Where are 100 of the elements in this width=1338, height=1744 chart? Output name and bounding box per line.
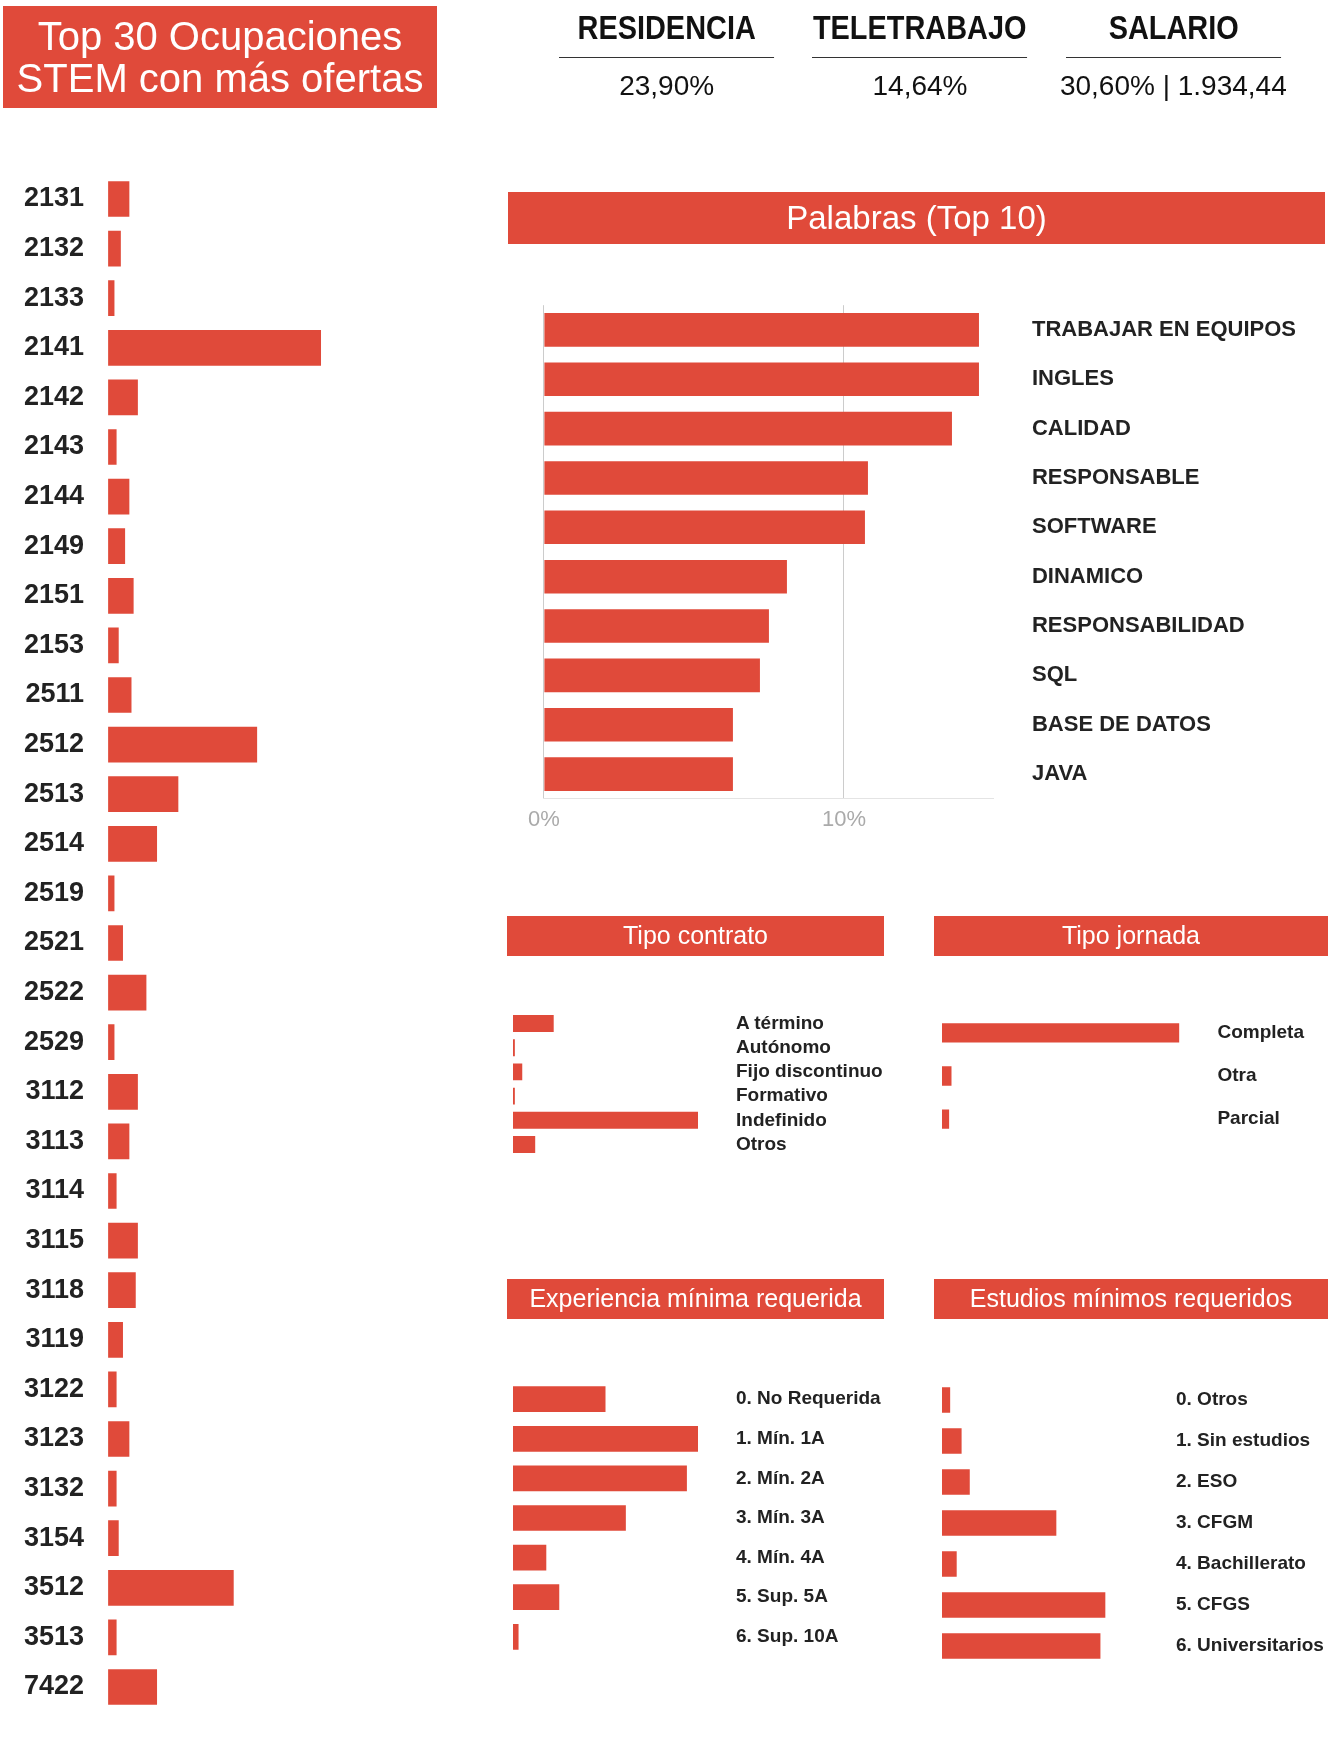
bar: [108, 478, 130, 515]
y-tick-label: SOFTWARE: [1031, 513, 1157, 539]
y-tick-label: 0. Otros: [1176, 1388, 1248, 1410]
bar: [108, 1123, 130, 1160]
bar: [544, 757, 733, 791]
bar: [108, 329, 322, 366]
bar: [942, 1592, 1106, 1618]
bar: [108, 577, 134, 614]
y-tick-label: 3. Mín. 3A: [736, 1506, 825, 1528]
y-tick-label: 2144: [23, 480, 85, 511]
chart-title: Tipo jornada: [934, 916, 1328, 956]
bar: [513, 1111, 698, 1129]
y-tick-label: 4. Bachillerato: [1176, 1552, 1306, 1574]
bar: [942, 1633, 1101, 1659]
y-tick-label: 3513: [23, 1620, 85, 1651]
y-tick-label: 2521: [23, 926, 85, 957]
y-tick-label: 7422: [23, 1670, 85, 1701]
y-tick-label: 2522: [23, 976, 85, 1007]
bar: [513, 1063, 523, 1081]
text: 23,90%: [618, 69, 716, 103]
y-tick-label: 3113: [25, 1124, 85, 1155]
bar: [108, 1222, 138, 1259]
bar: [108, 1470, 117, 1507]
bar: [513, 1544, 547, 1571]
y-tick-label: 3119: [25, 1323, 85, 1354]
bar: [544, 658, 760, 693]
y-tick-label: 2141: [23, 331, 85, 362]
y-tick-label: 2514: [23, 827, 85, 858]
bar: [108, 776, 179, 813]
y-tick-label: 2. ESO: [1176, 1470, 1238, 1492]
bar: [108, 379, 138, 416]
y-tick-label: 3512: [23, 1571, 85, 1602]
y-tick-label: 2529: [23, 1025, 85, 1056]
y-tick-label: 6. Sup. 10A: [736, 1625, 839, 1647]
bar: [513, 1505, 626, 1531]
x-tick-label: 0%: [528, 806, 560, 832]
bar: [108, 230, 121, 267]
y-tick-label: INGLES: [1031, 365, 1114, 391]
y-tick-label: 3154: [23, 1521, 85, 1552]
y-tick-label: 2512: [23, 728, 85, 759]
x-tick-label: 10%: [821, 806, 866, 832]
y-tick-label: 2151: [23, 579, 85, 610]
bar: [108, 429, 117, 465]
y-tick-label: 6. Universitarios: [1176, 1634, 1324, 1656]
bar: [942, 1387, 951, 1413]
y-tick-label: 3112: [25, 1075, 85, 1106]
bar: [942, 1469, 970, 1495]
text: 14,64%: [871, 69, 969, 103]
y-tick-label: 2. Mín. 2A: [736, 1466, 825, 1488]
y-tick-label: RESPONSABLE: [1031, 464, 1200, 490]
bar: [544, 313, 979, 347]
bar: [513, 1465, 687, 1492]
bar: [544, 461, 868, 495]
y-tick-label: Parcial: [1217, 1107, 1280, 1129]
text: RESIDENCIA: [559, 8, 775, 58]
y-tick-label: A término: [736, 1011, 824, 1033]
y-tick-label: SQL: [1031, 661, 1078, 687]
bar: [108, 1569, 234, 1606]
bar: [108, 1669, 158, 1705]
y-tick-label: 3115: [25, 1224, 85, 1255]
bar: [544, 510, 865, 545]
bar: [544, 559, 787, 594]
y-tick-label: 2131: [23, 182, 85, 213]
y-tick-label: 2132: [23, 232, 85, 263]
bar: [544, 411, 952, 446]
bar: [942, 1428, 962, 1454]
bar: [108, 181, 130, 217]
bar: [108, 1520, 119, 1557]
bar: [108, 1421, 130, 1457]
bar: [108, 726, 258, 763]
bar: [108, 825, 158, 862]
y-tick-label: 0. No Requerida: [736, 1387, 882, 1409]
y-tick-label: 2519: [23, 876, 85, 907]
bar: [108, 1173, 117, 1209]
bar: [544, 609, 769, 643]
bar: [108, 1371, 117, 1408]
y-tick-label: 5. CFGS: [1176, 1593, 1250, 1615]
y-tick-label: 2511: [25, 678, 85, 709]
bar: [513, 1386, 606, 1413]
chart-title: Palabras (Top 10): [508, 192, 1325, 244]
chart-title: Tipo contrato: [507, 916, 884, 956]
y-tick-label: 2133: [23, 281, 85, 312]
y-tick-label: Otros: [736, 1132, 787, 1154]
bar: [108, 1619, 117, 1656]
y-tick-label: DINAMICO: [1031, 562, 1144, 588]
y-tick-label: 2513: [23, 777, 85, 808]
y-tick-label: Fijo discontinuo: [736, 1060, 883, 1082]
y-tick-label: 3123: [23, 1422, 85, 1453]
y-tick-label: 2153: [23, 628, 85, 659]
bar: [513, 1584, 560, 1611]
bar: [108, 925, 123, 961]
y-tick-label: 1. Sin estudios: [1176, 1429, 1311, 1451]
text: TELETRABAJO: [812, 8, 1028, 58]
y-tick-label: Completa: [1217, 1021, 1305, 1043]
y-tick-label: TRABAJAR EN EQUIPOS: [1031, 315, 1297, 341]
bar: [544, 707, 733, 742]
bar: [108, 528, 126, 565]
bar: [513, 1425, 698, 1452]
text: 30,60% | 1.934,44: [1058, 69, 1288, 103]
bar: [108, 627, 119, 664]
